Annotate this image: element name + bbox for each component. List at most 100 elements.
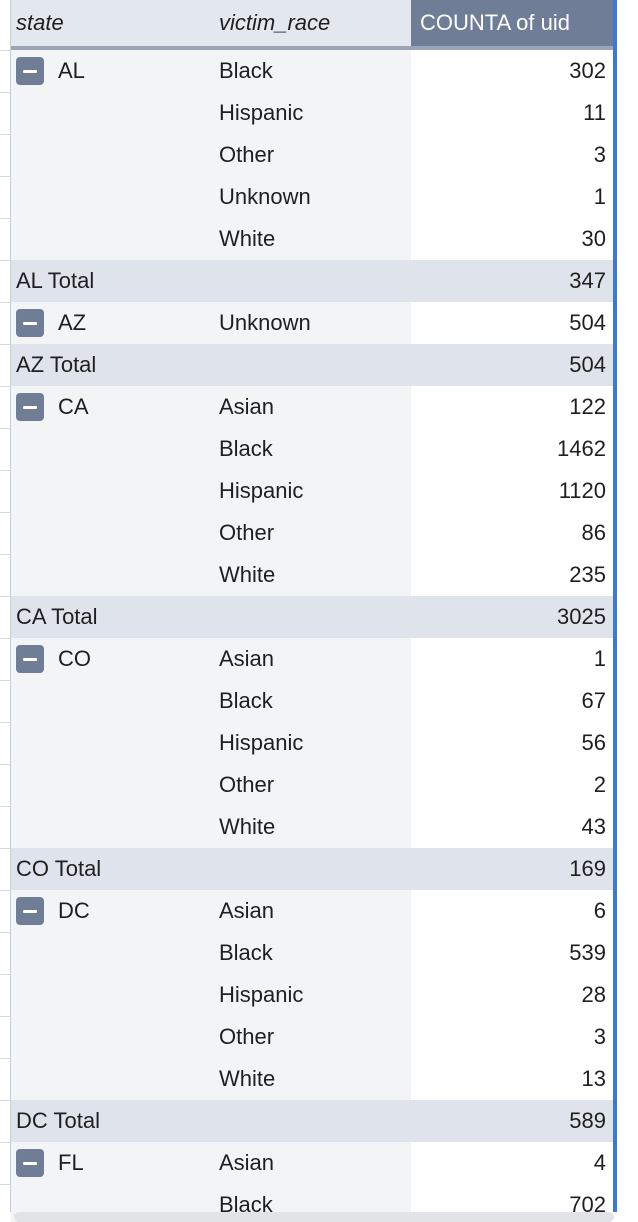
total-value-cell[interactable]: 504 [411,344,614,386]
state-cell[interactable] [11,218,211,260]
count-cell[interactable]: 302 [411,50,614,92]
count-cell[interactable]: 3 [411,134,614,176]
count-cell[interactable]: 2 [411,764,614,806]
row-gridline [0,1184,10,1185]
pivot-data-row: DC Asian 6 [11,890,614,932]
collapse-group-icon[interactable] [16,393,44,421]
state-cell[interactable] [11,470,211,512]
victim-race-cell[interactable]: White [211,806,411,848]
state-cell[interactable] [11,722,211,764]
victim-race-cell[interactable]: White [211,1058,411,1100]
victim-race-cell[interactable]: Other [211,134,411,176]
horizontal-scrollbar[interactable] [14,1212,614,1222]
minus-icon [23,909,37,913]
count-cell[interactable]: 56 [411,722,614,764]
total-value-cell[interactable]: 589 [411,1100,614,1142]
total-label-cell[interactable]: CO Total [11,848,411,890]
victim-race-cell[interactable]: Asian [211,1142,411,1184]
collapse-group-icon[interactable] [16,309,44,337]
total-value-cell[interactable]: 347 [411,260,614,302]
total-label-cell[interactable]: AZ Total [11,344,411,386]
state-cell[interactable] [11,806,211,848]
state-cell[interactable] [11,1016,211,1058]
state-cell[interactable] [11,764,211,806]
count-cell[interactable]: 67 [411,680,614,722]
count-cell[interactable]: 1 [411,638,614,680]
count-cell[interactable]: 28 [411,974,614,1016]
count-cell[interactable]: 13 [411,1058,614,1100]
victim-race-cell[interactable]: Asian [211,890,411,932]
state-cell[interactable] [11,134,211,176]
victim-race-cell[interactable]: Other [211,764,411,806]
row-gridline [0,260,10,261]
victim-race-cell[interactable]: Black [211,428,411,470]
total-label-cell[interactable]: DC Total [11,1100,411,1142]
total-value-cell[interactable]: 3025 [411,596,614,638]
collapse-group-icon[interactable] [16,1149,44,1177]
state-cell[interactable] [11,92,211,134]
total-value-cell[interactable]: 169 [411,848,614,890]
count-cell[interactable]: 504 [411,302,614,344]
header-separator [11,46,614,50]
state-label: CA [58,394,89,419]
row-gridline [0,554,10,555]
count-cell[interactable]: 6 [411,890,614,932]
count-cell[interactable]: 86 [411,512,614,554]
collapse-group-icon[interactable] [16,57,44,85]
count-cell[interactable]: 30 [411,218,614,260]
state-cell[interactable]: CA [11,386,211,428]
state-cell[interactable] [11,554,211,596]
count-cell[interactable]: 1462 [411,428,614,470]
collapse-group-icon[interactable] [16,645,44,673]
count-cell[interactable]: 3 [411,1016,614,1058]
pivot-data-row: AZ Unknown 504 [11,302,614,344]
victim-race-cell[interactable]: Hispanic [211,92,411,134]
victim-race-cell[interactable]: Asian [211,386,411,428]
victim-race-cell[interactable]: Hispanic [211,722,411,764]
state-cell[interactable]: AL [11,50,211,92]
state-cell[interactable]: AZ [11,302,211,344]
row-gridline [0,344,10,345]
count-cell[interactable]: 235 [411,554,614,596]
header-counta-uid[interactable]: COUNTA of uid [411,0,614,46]
victim-race-cell[interactable]: Unknown [211,176,411,218]
count-cell[interactable]: 43 [411,806,614,848]
state-cell[interactable]: CO [11,638,211,680]
victim-race-cell[interactable]: Black [211,680,411,722]
row-gridline [0,890,10,891]
collapse-group-icon[interactable] [16,897,44,925]
victim-race-cell[interactable]: Asian [211,638,411,680]
victim-race-cell[interactable]: Hispanic [211,974,411,1016]
count-cell[interactable]: 539 [411,932,614,974]
state-cell[interactable] [11,512,211,554]
state-cell[interactable] [11,428,211,470]
header-state[interactable]: state [11,0,211,46]
state-cell[interactable] [11,932,211,974]
minus-icon [23,69,37,73]
count-cell[interactable]: 1120 [411,470,614,512]
victim-race-cell[interactable]: White [211,218,411,260]
count-cell[interactable]: 4 [411,1142,614,1184]
row-gridline [0,806,10,807]
victim-race-cell[interactable]: Other [211,512,411,554]
victim-race-cell[interactable]: Hispanic [211,470,411,512]
count-cell[interactable]: 11 [411,92,614,134]
pivot-data-row: Black 539 [11,932,614,974]
victim-race-cell[interactable]: White [211,554,411,596]
state-cell[interactable]: FL [11,1142,211,1184]
victim-race-cell[interactable]: Black [211,932,411,974]
count-cell[interactable]: 122 [411,386,614,428]
total-label-cell[interactable]: CA Total [11,596,411,638]
victim-race-cell[interactable]: Unknown [211,302,411,344]
header-victim-race[interactable]: victim_race [211,0,411,46]
state-cell[interactable] [11,1058,211,1100]
state-cell[interactable]: DC [11,890,211,932]
victim-race-cell[interactable]: Black [211,50,411,92]
row-gridline [0,722,10,723]
count-cell[interactable]: 1 [411,176,614,218]
state-cell[interactable] [11,680,211,722]
state-cell[interactable] [11,974,211,1016]
total-label-cell[interactable]: AL Total [11,260,411,302]
victim-race-cell[interactable]: Other [211,1016,411,1058]
state-cell[interactable] [11,176,211,218]
